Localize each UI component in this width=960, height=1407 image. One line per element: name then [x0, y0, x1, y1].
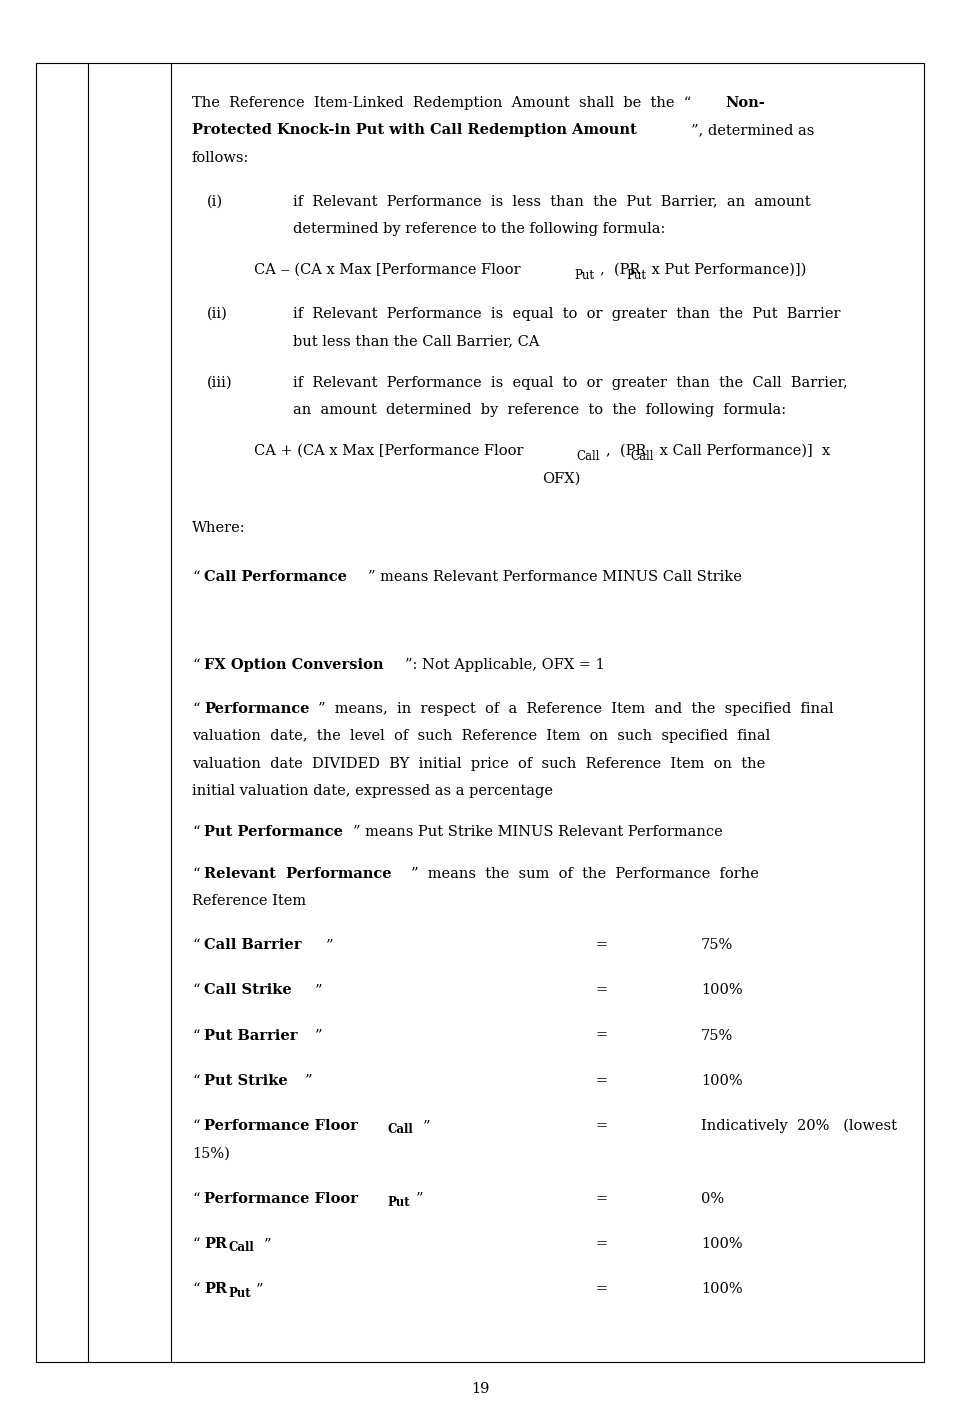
Text: 75%: 75% — [701, 938, 733, 953]
Text: “: “ — [192, 938, 200, 953]
Text: ” means Put Strike MINUS Relevant Performance: ” means Put Strike MINUS Relevant Perfor… — [353, 826, 723, 840]
Text: (i): (i) — [206, 194, 223, 208]
Text: Call: Call — [631, 450, 654, 463]
Text: ”: ” — [416, 1192, 423, 1206]
Text: Call: Call — [228, 1241, 254, 1254]
Text: if  Relevant  Performance  is  equal  to  or  greater  than  the  Put  Barrier: if Relevant Performance is equal to or g… — [293, 307, 840, 321]
Text: Reference Item: Reference Item — [192, 893, 306, 908]
Text: =: = — [595, 983, 608, 998]
Text: PR: PR — [204, 1282, 228, 1296]
Text: determined by reference to the following formula:: determined by reference to the following… — [293, 222, 665, 236]
Text: “: “ — [192, 826, 200, 840]
Text: “: “ — [192, 658, 200, 673]
Text: FX Option Conversion: FX Option Conversion — [204, 658, 384, 673]
Text: 75%: 75% — [701, 1029, 733, 1043]
Text: Put: Put — [626, 269, 646, 281]
Text: “: “ — [192, 867, 200, 881]
Text: valuation  date,  the  level  of  such  Reference  Item  on  such  specified  fi: valuation date, the level of such Refere… — [192, 729, 770, 743]
Text: Protected Knock-in Put with Call Redemption Amount: Protected Knock-in Put with Call Redempt… — [192, 124, 636, 136]
Text: “: “ — [192, 1192, 200, 1206]
Text: 100%: 100% — [701, 983, 742, 998]
Text: Call Barrier: Call Barrier — [204, 938, 302, 953]
Text: “: “ — [192, 1282, 200, 1296]
Text: Where:: Where: — [192, 521, 246, 535]
Text: an  amount  determined  by  reference  to  the  following  formula:: an amount determined by reference to the… — [293, 402, 786, 416]
Text: Performance Floor: Performance Floor — [204, 1119, 358, 1133]
Text: The  Reference  Item-Linked  Redemption  Amount  shall  be  the  “: The Reference Item-Linked Redemption Amo… — [192, 96, 691, 110]
Text: 19: 19 — [470, 1382, 490, 1396]
Text: x Put Performance)]): x Put Performance)]) — [647, 263, 806, 277]
Text: 0%: 0% — [701, 1192, 724, 1206]
Text: Indicatively  20%   (lowest: Indicatively 20% (lowest — [701, 1119, 897, 1134]
Text: Performance: Performance — [204, 702, 310, 716]
Text: x Call Performance)]  x: x Call Performance)] x — [655, 445, 830, 459]
Text: ”: ” — [423, 1119, 431, 1133]
Text: Put: Put — [388, 1196, 411, 1209]
Text: =: = — [595, 1237, 608, 1251]
Text: ”, determined as: ”, determined as — [691, 124, 815, 136]
Text: Relevant  Performance: Relevant Performance — [204, 867, 392, 881]
Text: ”  means,  in  respect  of  a  Reference  Item  and  the  specified  final: ” means, in respect of a Reference Item … — [318, 702, 833, 716]
Text: ”: ” — [305, 1074, 313, 1088]
Text: 100%: 100% — [701, 1237, 742, 1251]
Text: ”: Not Applicable, OFX = 1: ”: Not Applicable, OFX = 1 — [405, 658, 605, 673]
Text: Call: Call — [388, 1123, 414, 1137]
Text: CA ‒ (CA x Max [Performance Floor: CA ‒ (CA x Max [Performance Floor — [254, 263, 521, 277]
Text: Performance Floor: Performance Floor — [204, 1192, 358, 1206]
Text: initial valuation date, expressed as a percentage: initial valuation date, expressed as a p… — [192, 784, 553, 798]
Text: OFX): OFX) — [542, 471, 581, 485]
Text: Put Performance: Put Performance — [204, 826, 344, 840]
Text: =: = — [595, 1029, 608, 1043]
Text: “: “ — [192, 1237, 200, 1251]
Text: “: “ — [192, 570, 200, 584]
Text: “: “ — [192, 1119, 200, 1133]
Text: Put: Put — [574, 269, 594, 281]
Text: “: “ — [192, 702, 200, 716]
Text: PR: PR — [204, 1237, 228, 1251]
Text: follows:: follows: — [192, 151, 250, 165]
Text: (ii): (ii) — [206, 307, 228, 321]
Text: ”: ” — [264, 1237, 272, 1251]
Text: ”: ” — [315, 1029, 323, 1043]
Text: =: = — [595, 1282, 608, 1296]
Text: ” means Relevant Performance MINUS Call Strike: ” means Relevant Performance MINUS Call … — [368, 570, 741, 584]
Text: Put Barrier: Put Barrier — [204, 1029, 298, 1043]
Text: if  Relevant  Performance  is  equal  to  or  greater  than  the  Call  Barrier,: if Relevant Performance is equal to or g… — [293, 376, 848, 390]
Text: “: “ — [192, 983, 200, 998]
Text: (iii): (iii) — [206, 376, 232, 390]
Text: 15%): 15%) — [192, 1147, 229, 1161]
Text: Put Strike: Put Strike — [204, 1074, 288, 1088]
Text: Call Strike: Call Strike — [204, 983, 292, 998]
Text: 100%: 100% — [701, 1074, 742, 1088]
Text: Put: Put — [228, 1286, 252, 1300]
Text: Call: Call — [576, 450, 599, 463]
Text: ,  (PR: , (PR — [606, 445, 646, 459]
Text: ,  (PR: , (PR — [600, 263, 640, 277]
Text: ”: ” — [325, 938, 333, 953]
Text: but less than the Call Barrier, CA: but less than the Call Barrier, CA — [293, 335, 540, 349]
Text: Call Performance: Call Performance — [204, 570, 348, 584]
Text: “: “ — [192, 1074, 200, 1088]
Text: CA + (CA x Max [Performance Floor: CA + (CA x Max [Performance Floor — [254, 445, 524, 459]
Text: =: = — [595, 938, 608, 953]
Text: ”: ” — [256, 1282, 264, 1296]
Text: 100%: 100% — [701, 1282, 742, 1296]
Text: “: “ — [192, 1029, 200, 1043]
Text: if  Relevant  Performance  is  less  than  the  Put  Barrier,  an  amount: if Relevant Performance is less than the… — [293, 194, 810, 208]
Text: Non-: Non- — [726, 96, 765, 110]
Text: =: = — [595, 1119, 608, 1133]
Text: =: = — [595, 1074, 608, 1088]
Text: valuation  date  DIVIDED  BY  initial  price  of  such  Reference  Item  on  the: valuation date DIVIDED BY initial price … — [192, 757, 765, 771]
Text: ”: ” — [315, 983, 323, 998]
Text: =: = — [595, 1192, 608, 1206]
Text: ”  means  the  sum  of  the  Performance  for​he: ” means the sum of the Performance for​h… — [411, 867, 758, 881]
